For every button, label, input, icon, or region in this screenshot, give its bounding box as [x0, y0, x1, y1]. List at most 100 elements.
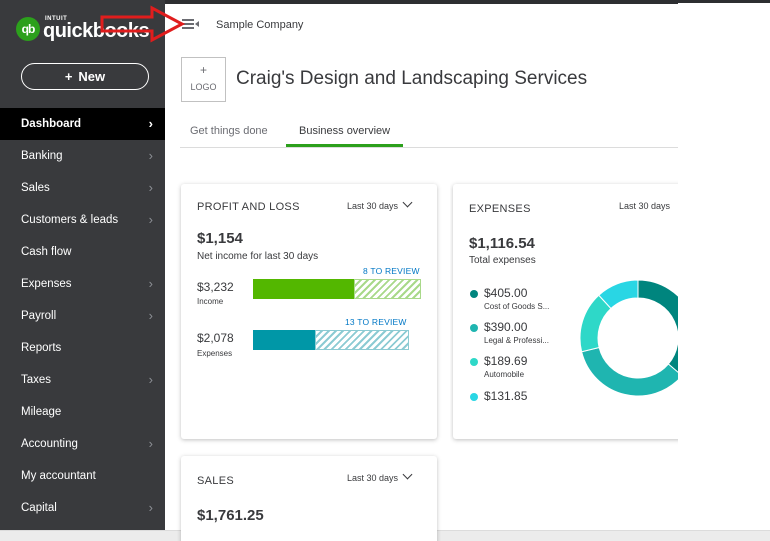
- expenses-amount: $2,078: [197, 331, 234, 345]
- sidebar-nav: Dashboard › Banking › Sales › Customers & lead…: [0, 108, 165, 524]
- legend-label-cogs: Cost of Goods S...: [484, 302, 550, 311]
- expenses-total-value: $1,116.54: [469, 235, 535, 252]
- sidebar: qb INTUIT quickbooks + New Dashboard › Bank…: [0, 0, 165, 530]
- sidebar-item-expenses[interactable]: Expenses ›: [0, 268, 165, 300]
- expenses-card-clip: EXPENSES Last 30 days $1,116.54 Total ex…: [450, 180, 678, 450]
- profit-loss-title: PROFIT AND LOSS: [197, 201, 300, 213]
- sidebar-item-label: Payroll: [21, 310, 57, 322]
- logo-intuit-text: INTUIT: [45, 16, 68, 22]
- sidebar-item-capital[interactable]: Capital ›: [0, 492, 165, 524]
- legend-dot-cogs: [470, 290, 478, 298]
- new-button-label: New: [78, 68, 106, 84]
- sidebar-item-sales[interactable]: Sales ›: [0, 172, 165, 204]
- sidebar-item-payroll[interactable]: Payroll ›: [0, 300, 165, 332]
- legend-label-legal: Legal & Professi...: [484, 336, 549, 345]
- company-name: Sample Company: [216, 19, 304, 31]
- legend-value-other: $131.85: [484, 389, 528, 403]
- chevron-down-icon: [402, 197, 413, 208]
- donut-slice-1[interactable]: [581, 346, 678, 397]
- chevron-right-icon: ›: [148, 372, 153, 387]
- sidebar-item-banking[interactable]: Banking ›: [0, 140, 165, 172]
- expenses-title: EXPENSES: [469, 203, 531, 215]
- add-logo-button[interactable]: + LOGO: [181, 57, 226, 102]
- expenses-donut-chart[interactable]: [578, 278, 678, 398]
- income-bar[interactable]: [253, 279, 354, 299]
- chevron-right-icon: ›: [148, 148, 153, 163]
- red-arrow-annotation-icon: [100, 5, 186, 43]
- right-margin: [678, 0, 770, 541]
- donut-slice-0[interactable]: [637, 279, 678, 376]
- chevron-right-icon: ›: [148, 116, 153, 131]
- income-amount: $3,232: [197, 280, 234, 294]
- legend-dot-automobile: [470, 358, 478, 366]
- hamburger-menu-icon[interactable]: [182, 17, 200, 31]
- net-income-value: $1,154: [197, 230, 243, 247]
- chevron-right-icon: ›: [148, 500, 153, 515]
- chevron-right-icon: ›: [148, 180, 153, 195]
- sidebar-item-label: Mileage: [21, 406, 62, 418]
- legend-value-legal: $390.00: [484, 320, 528, 334]
- add-logo-label: LOGO: [190, 82, 217, 92]
- sidebar-item-label: Banking: [21, 150, 63, 162]
- business-name: Craig's Design and Landscaping Services: [236, 68, 588, 89]
- sidebar-item-label: Taxes: [21, 374, 52, 386]
- plus-icon: +: [64, 68, 73, 84]
- sidebar-item-dashboard[interactable]: Dashboard ›: [0, 108, 165, 140]
- legend-dot-other: [470, 393, 478, 401]
- add-logo-plus-icon: +: [199, 63, 207, 77]
- expenses-period-label: Last 30 days: [619, 201, 671, 211]
- sidebar-item-label: Accounting: [21, 438, 78, 450]
- sidebar-item-label: Sales: [21, 182, 50, 194]
- sidebar-item-label: Customers & leads: [21, 214, 119, 226]
- income-label: Income: [197, 297, 224, 306]
- expenses-bar[interactable]: [253, 330, 315, 350]
- legend-value-cogs: $405.00: [484, 286, 528, 300]
- period-label: Last 30 days: [347, 201, 399, 211]
- sidebar-item-accounting[interactable]: Accounting ›: [0, 428, 165, 460]
- sidebar-item-my-accountant[interactable]: My accountant: [0, 460, 165, 492]
- income-review-bar[interactable]: [354, 279, 421, 299]
- top-strip: [165, 0, 678, 4]
- sales-card[interactable]: SALES Last 30 days $1,761.25: [181, 456, 437, 541]
- sidebar-item-label: Capital: [21, 502, 57, 514]
- quickbooks-logo[interactable]: qb INTUIT quickbooks: [16, 15, 151, 45]
- sidebar-item-customers-leads[interactable]: Customers & leads ›: [0, 204, 165, 236]
- chevron-right-icon: ›: [148, 276, 153, 291]
- expenses-total-label: Total expenses: [469, 255, 536, 266]
- sales-period-label: Last 30 days: [347, 473, 399, 483]
- chevron-down-icon: [402, 469, 413, 480]
- tab-business-overview[interactable]: Business overview: [286, 118, 404, 147]
- sales-period-dropdown[interactable]: Last 30 days: [347, 469, 413, 483]
- chevron-right-icon: ›: [148, 212, 153, 227]
- sidebar-item-reports[interactable]: Reports: [0, 332, 165, 364]
- sidebar-item-label: Reports: [21, 342, 62, 354]
- sidebar-item-cash-flow[interactable]: Cash flow: [0, 236, 165, 268]
- right-strip: [678, 0, 770, 3]
- sidebar-item-label: Dashboard: [21, 118, 82, 130]
- sales-title: SALES: [197, 475, 234, 487]
- expenses-review-link[interactable]: 13 TO REVIEW: [345, 317, 407, 327]
- qb-badge-icon: qb: [16, 17, 40, 41]
- profit-loss-card[interactable]: PROFIT AND LOSS Last 30 days $1,154 Net …: [181, 184, 437, 439]
- expenses-card[interactable]: EXPENSES Last 30 days $1,116.54 Total ex…: [453, 184, 678, 439]
- sidebar-item-label: Expenses: [21, 278, 72, 290]
- expenses-review-bar[interactable]: [315, 330, 409, 350]
- chevron-right-icon: ›: [148, 436, 153, 451]
- sales-total-value: $1,761.25: [197, 507, 264, 524]
- sidebar-item-mileage[interactable]: Mileage: [0, 396, 165, 428]
- sidebar-item-taxes[interactable]: Taxes ›: [0, 364, 165, 396]
- logo-text: quickbooks: [43, 20, 150, 42]
- legend-value-automobile: $189.69: [484, 354, 528, 368]
- profit-loss-period-dropdown[interactable]: Last 30 days: [347, 197, 413, 211]
- new-button[interactable]: + New: [21, 63, 149, 90]
- legend-dot-legal: [470, 324, 478, 332]
- income-review-link[interactable]: 8 TO REVIEW: [363, 266, 420, 276]
- tab-get-things-done[interactable]: Get things done: [190, 125, 268, 137]
- sidebar-item-label: My accountant: [21, 470, 96, 482]
- donut-slice-3[interactable]: [598, 279, 639, 310]
- tab-bar: Get things done Business overview: [180, 118, 678, 148]
- expenses-label: Expenses: [197, 349, 233, 358]
- sidebar-item-label: Cash flow: [21, 246, 72, 258]
- expenses-period-dropdown[interactable]: Last 30 days: [619, 201, 670, 211]
